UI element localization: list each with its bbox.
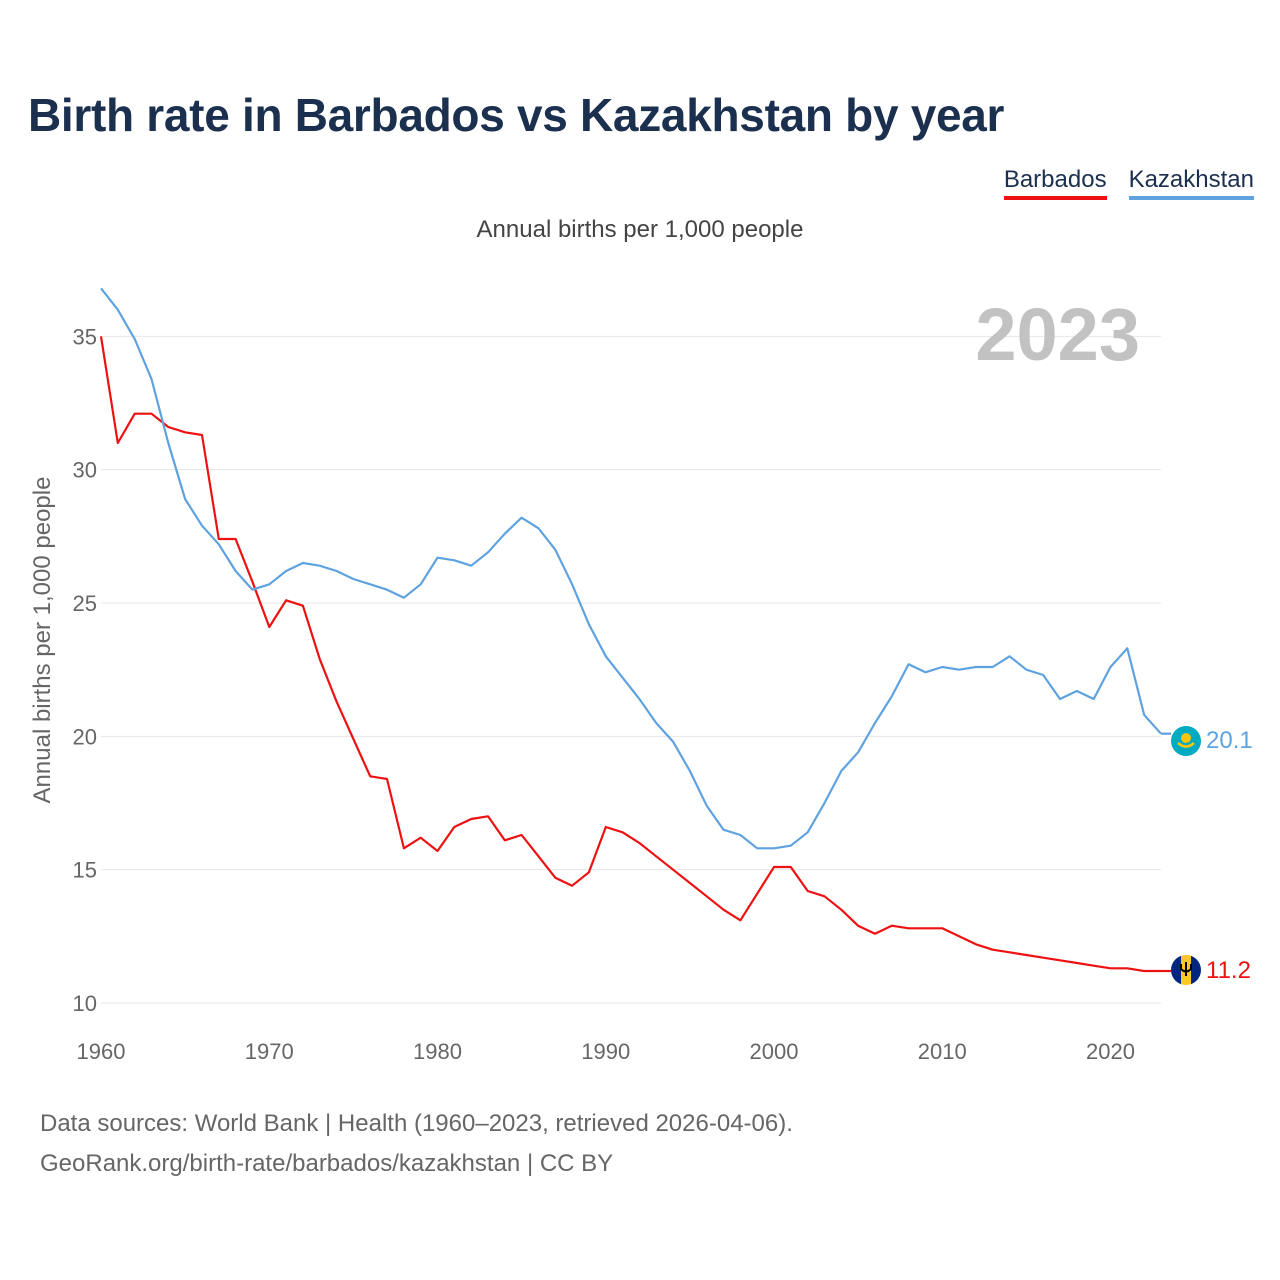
kazakhstan-flag-icon [1171, 726, 1201, 756]
y-tick-label: 20 [73, 724, 97, 749]
x-tick-label: 1990 [581, 1039, 630, 1064]
line-chart: 2023 10 15 20 25 30 35 1960 1970 1980 1990 2000 20… [29, 287, 1253, 1064]
x-tick-label: 2020 [1086, 1039, 1135, 1064]
y-axis-label: Annual births per 1,000 people [29, 477, 56, 804]
x-axis-ticks: 1960 1970 1980 1990 2000 2010 2020 [77, 1039, 1135, 1064]
data-source-note: Data sources: World Bank | Health (1960–… [40, 1110, 793, 1137]
x-tick-label: 2000 [750, 1039, 799, 1064]
y-tick-label: 10 [73, 991, 97, 1016]
y-tick-label: 25 [73, 591, 97, 616]
series-lines [99, 287, 1171, 973]
chart-title: Birth rate in Barbados vs Kazakhstan by … [28, 89, 1005, 141]
kazakhstan-end-label: 20.1 [1206, 727, 1253, 754]
y-axis-ticks: 10 15 20 25 30 35 [73, 324, 97, 1016]
legend-item-kazakhstan[interactable]: Kazakhstan [1128, 166, 1254, 200]
series-line-barbados[interactable] [99, 336, 1161, 973]
y-tick-label: 35 [73, 324, 97, 349]
x-tick-label: 1980 [413, 1039, 462, 1064]
gridlines [101, 335, 1161, 1004]
source-url: GeoRank.org/birth-rate/barbados/kazakhst… [40, 1150, 614, 1177]
barbados-flag-icon [1171, 955, 1201, 985]
barbados-end-label: 11.2 [1206, 957, 1251, 984]
year-watermark: 2023 [975, 293, 1140, 376]
series-line-kazakhstan[interactable] [100, 287, 1162, 850]
footer: Data sources: World Bank | Health (1960–… [40, 1104, 793, 1184]
y-tick-label: 15 [73, 858, 97, 883]
legend-item-barbados[interactable]: Barbados [1003, 166, 1107, 200]
x-tick-label: 1970 [245, 1039, 294, 1064]
x-tick-label: 2010 [918, 1039, 967, 1064]
legend: Barbados Kazakhstan [1003, 166, 1254, 200]
y-tick-label: 30 [73, 458, 97, 483]
chart-subtitle: Annual births per 1,000 people [476, 216, 804, 243]
x-tick-label: 1960 [77, 1039, 126, 1064]
